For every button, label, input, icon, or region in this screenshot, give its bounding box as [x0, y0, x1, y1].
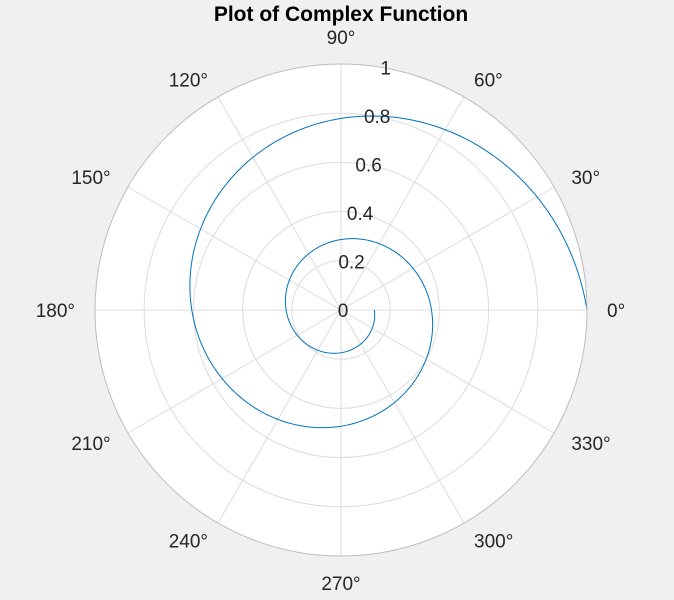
theta-tick-label-120: 120°	[169, 71, 208, 92]
theta-grid-spoke-7	[127, 309, 342, 434]
polar-grid	[95, 64, 587, 556]
theta-tick-label-300: 300°	[474, 531, 513, 552]
theta-tick-label-90: 90°	[327, 28, 356, 49]
theta-grid-spoke-10	[340, 309, 465, 524]
theta-tick-label-150: 150°	[71, 168, 110, 189]
theta-tick-label-210: 210°	[71, 434, 110, 455]
theta-grid-spoke-5	[127, 186, 342, 311]
series-group	[189, 115, 588, 429]
chart-title: Plot of Complex Function	[214, 3, 468, 26]
theta-tick-label-330: 330°	[571, 434, 610, 455]
theta-grid-spoke-11	[340, 309, 555, 434]
theta-tick-label-60: 60°	[474, 71, 503, 92]
theta-grid-spoke-4	[217, 96, 342, 311]
theta-grid-spoke-1	[340, 186, 555, 311]
theta-tick-label-270: 270°	[321, 574, 360, 595]
theta-tick-label-240: 240°	[169, 531, 208, 552]
theta-grid-spoke-8	[217, 309, 342, 524]
r-tick-label-4: 0.8	[364, 107, 390, 128]
r-tick-label-2: 0.4	[347, 204, 374, 225]
radius-tick-labels: 0 0.2 0.4 0.6 0.8 1	[338, 59, 391, 322]
r-tick-label-0: 0	[338, 301, 349, 322]
r-tick-label-1: 0.2	[338, 253, 364, 274]
theta-tick-label-180: 180°	[36, 301, 75, 322]
series-line-0	[189, 115, 588, 429]
r-tick-label-3: 0.6	[355, 156, 381, 177]
theta-grid-spoke-2	[340, 96, 465, 311]
theta-tick-label-0: 0°	[607, 301, 625, 322]
theta-tick-labels: 0° 30° 60° 90° 120° 150° 180° 210° 240° 270° 300° 3…	[36, 28, 625, 595]
polar-outer-ring	[94, 63, 588, 557]
r-tick-label-5: 1	[380, 59, 391, 80]
theta-tick-label-30: 30°	[571, 168, 600, 189]
